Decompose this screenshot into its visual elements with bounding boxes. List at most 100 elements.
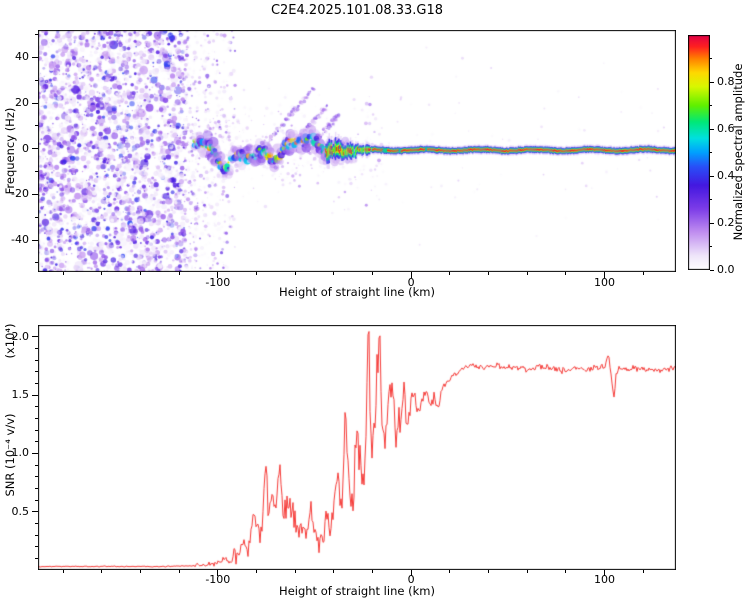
snr-x-minor-tick — [565, 570, 567, 573]
colorbar-tick — [710, 81, 714, 83]
colorbar-minor-tick — [710, 105, 712, 106]
spec-x-minor-tick — [255, 272, 257, 275]
colorbar-tick — [710, 269, 714, 271]
spec-x-tick — [603, 272, 605, 278]
spec-y-tick — [32, 193, 38, 195]
spec-x-minor-tick — [487, 272, 489, 275]
snr-y-minor-tick — [35, 359, 38, 361]
spec-x-minor-tick — [294, 272, 296, 275]
spec-y-minor-tick — [35, 216, 38, 218]
snr-canvas — [38, 325, 676, 570]
snr-y-minor-tick — [35, 406, 38, 408]
snr-y-minor-tick — [35, 487, 38, 489]
snr-y-tick-label: 0.5 — [11, 504, 30, 518]
spec-y-tick — [32, 56, 38, 58]
snr-y-tick — [32, 394, 38, 396]
spec-x-minor-tick — [178, 272, 180, 275]
snr-y-tick — [32, 452, 38, 454]
spec-x-minor-tick — [139, 272, 141, 275]
snr-y-minor-tick — [35, 546, 38, 548]
spec-y-tick-label: 40 — [15, 50, 29, 64]
snr-x-minor-tick — [371, 570, 373, 573]
snr-x-minor-tick — [642, 570, 644, 573]
colorbar-tick — [710, 175, 714, 177]
spec-y-minor-tick — [35, 125, 38, 127]
spec-x-minor-tick — [62, 272, 64, 275]
snr-x-minor-tick — [487, 570, 489, 573]
snr-y-minor-tick — [35, 522, 38, 524]
spec-y-minor-tick — [35, 79, 38, 81]
colorbar-minor-tick — [710, 152, 712, 153]
snr-x-minor-tick — [101, 570, 103, 573]
spec-x-minor-tick — [642, 272, 644, 275]
snr-x-tick-label: 100 — [593, 573, 615, 586]
colorbar-canvas — [688, 35, 710, 270]
spec-y-minor-tick — [35, 171, 38, 173]
snr-x-tick — [603, 570, 605, 576]
snr-y-minor-tick — [35, 382, 38, 384]
spec-x-tick-label: 100 — [593, 276, 615, 289]
colorbar-tick — [710, 222, 714, 224]
snr-xlabel: Height of straight line (km) — [279, 584, 435, 598]
spec-x-tick-label: -100 — [205, 276, 231, 289]
colorbar-minor-tick — [710, 199, 712, 200]
colorbar-tick-label: 0.6 — [717, 122, 735, 135]
spec-y-minor-tick — [35, 262, 38, 264]
colorbar-tick-label: 0.4 — [717, 169, 735, 182]
snr-y-tick — [32, 336, 38, 338]
spec-y-tick-label: 0 — [22, 141, 29, 155]
snr-y-minor-tick — [35, 441, 38, 443]
spec-y-tick-label: -40 — [11, 233, 29, 247]
spec-y-tick — [32, 148, 38, 150]
snr-y-minor-tick — [35, 557, 38, 559]
colorbar-minor-tick — [710, 58, 712, 59]
snr-y-minor-tick — [35, 429, 38, 431]
colorbar-tick — [710, 128, 714, 130]
figure-title: C2E4.2025.101.08.33.G18 — [270, 3, 444, 18]
spec-y-tick — [32, 102, 38, 104]
spec-y-tick-label: -20 — [11, 187, 29, 201]
snr-y-minor-tick — [35, 534, 38, 536]
colorbar-minor-tick — [710, 246, 712, 247]
snr-x-minor-tick — [294, 570, 296, 573]
spec-x-minor-tick — [449, 272, 451, 275]
snr-x-minor-tick — [333, 570, 335, 573]
snr-y-minor-tick — [35, 371, 38, 373]
snr-y-tick-label: 2.0 — [11, 329, 30, 343]
spec-y-tick-label: 20 — [15, 96, 29, 110]
colorbar-tick-label: 0.2 — [717, 216, 735, 229]
spec-x-tick — [217, 272, 219, 278]
snr-y-tick — [32, 511, 38, 513]
snr-y-minor-tick — [35, 499, 38, 501]
colorbar-label: Normalized spectral amplitude — [731, 63, 745, 241]
snr-x-minor-tick — [139, 570, 141, 573]
spec-x-minor-tick — [101, 272, 103, 275]
snr-x-minor-tick — [62, 570, 64, 573]
spec-x-minor-tick — [333, 272, 335, 275]
spec-y-minor-tick — [35, 34, 38, 36]
snr-x-minor-tick — [449, 570, 451, 573]
spec-x-minor-tick — [526, 272, 528, 275]
snr-y-minor-tick — [35, 417, 38, 419]
snr-y-tick-label: 1.5 — [11, 388, 30, 401]
colorbar-tick-label: 0.8 — [717, 75, 735, 88]
spec-x-minor-tick — [371, 272, 373, 275]
snr-y-tick-label: 1.0 — [11, 446, 30, 460]
snr-x-tick-label: -100 — [205, 573, 231, 586]
snr-y-minor-tick — [35, 464, 38, 466]
snr-y-minor-tick — [35, 476, 38, 478]
spec-y-tick — [32, 239, 38, 241]
snr-y-minor-tick — [35, 347, 38, 349]
spectrogram-canvas — [38, 30, 676, 272]
colorbar-tick-label: 0.0 — [717, 263, 735, 276]
spec-x-minor-tick — [565, 272, 567, 275]
snr-x-tick — [217, 570, 219, 576]
spec-x-tick-label: 0 — [407, 276, 415, 289]
spec-x-tick — [410, 272, 412, 278]
snr-x-minor-tick — [178, 570, 180, 573]
spectrogram-xlabel: Height of straight line (km) — [279, 285, 435, 299]
snr-x-minor-tick — [255, 570, 257, 573]
snr-x-minor-tick — [526, 570, 528, 573]
snr-x-tick-label: 0 — [407, 573, 415, 586]
